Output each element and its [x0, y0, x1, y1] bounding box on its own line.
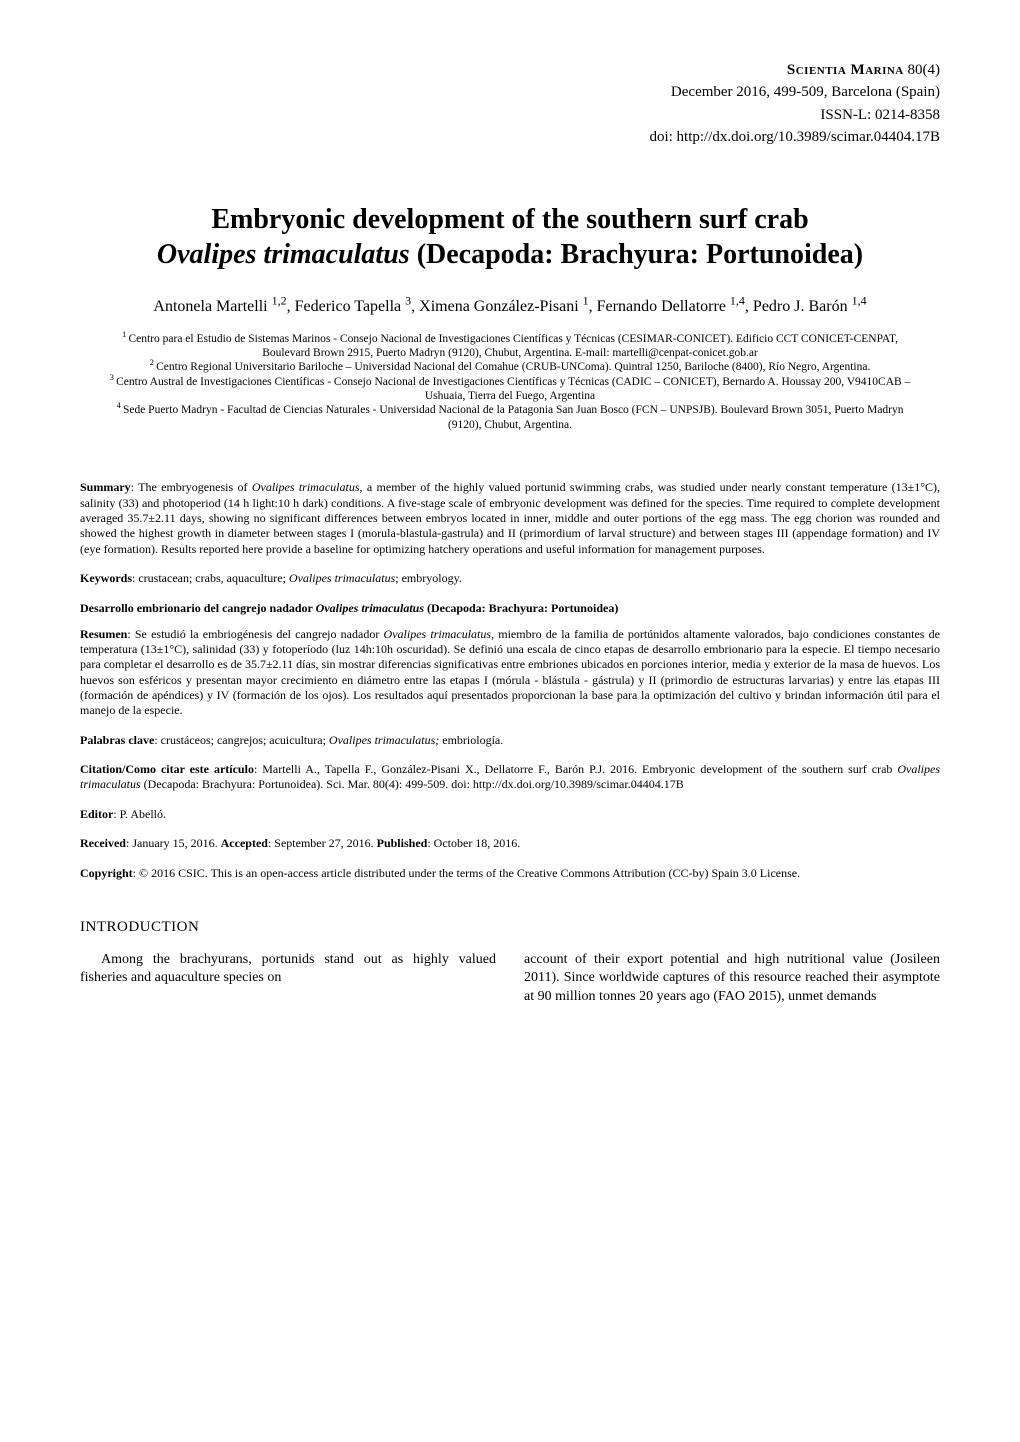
published-label: Published: [377, 836, 428, 850]
title-es: Desarrollo embrionario del cangrejo nada…: [80, 600, 940, 616]
intro-col-right: account of their export potential and hi…: [524, 951, 940, 1006]
copyright-section: Copyright: © 2016 CSIC. This is an open-…: [80, 866, 940, 881]
title-species: Ovalipes trimaculatus: [157, 239, 410, 270]
pub-line: December 2016, 499-509, Barcelona (Spain…: [80, 82, 940, 102]
introduction-heading: INTRODUCTION: [80, 917, 940, 937]
keywords-label: Keywords: [80, 571, 132, 585]
keywords-section: Keywords: crustacean; crabs, aquaculture…: [80, 571, 940, 586]
resumen-label: Resumen: [80, 627, 127, 641]
intro-col-left: Among the brachyurans, portunids stand o…: [80, 951, 496, 1006]
affiliation-2: 2 Centro Regional Universitario Bariloch…: [100, 360, 920, 374]
summary-label: Summary: [80, 480, 131, 494]
palabras-section: Palabras clave: crustáceos; cangrejos; a…: [80, 733, 940, 748]
affiliation-4: 4 Sede Puerto Madryn - Facultad de Cienc…: [100, 403, 920, 432]
doi-line: doi: http://dx.doi.org/10.3989/scimar.04…: [80, 127, 940, 147]
editor-text: : P. Abelló.: [113, 807, 166, 821]
affiliation-1: 1 Centro para el Estudio de Sistemas Mar…: [100, 332, 920, 361]
copyright-text: : © 2016 CSIC. This is an open-access ar…: [133, 866, 800, 880]
issn-line: ISSN-L: 0214-8358: [80, 105, 940, 125]
citation-section: Citation/Como citar este artículo: Marte…: [80, 762, 940, 793]
editor-section: Editor: P. Abelló.: [80, 807, 940, 822]
published-text: : October 18, 2016.: [427, 836, 520, 850]
title-line1: Embryonic development of the southern su…: [211, 204, 808, 235]
accepted-text: : September 27, 2016.: [268, 836, 377, 850]
journal-name-line: Scientia Marina 80(4): [80, 60, 940, 80]
introduction-columns: Among the brachyurans, portunids stand o…: [80, 951, 940, 1006]
editor-label: Editor: [80, 807, 113, 821]
journal-header: Scientia Marina 80(4) December 2016, 499…: [80, 60, 940, 147]
resumen-text: : Se estudió la embriogénesis del cangre…: [80, 627, 940, 718]
volume-issue: 80(4): [908, 62, 941, 78]
summary-section: Summary: The embryogenesis of Ovalipes t…: [80, 480, 940, 557]
received-text: : January 15, 2016.: [126, 836, 221, 850]
accepted-label: Accepted: [221, 836, 268, 850]
copyright-label: Copyright: [80, 866, 133, 880]
resumen-section: Resumen: Se estudió la embriogénesis del…: [80, 627, 940, 719]
palabras-label: Palabras clave: [80, 733, 154, 747]
intro-col1-text: Among the brachyurans, portunids stand o…: [80, 951, 496, 987]
title-line2-rest: (Decapoda: Brachyura: Portunoidea): [410, 239, 863, 270]
summary-text: : The embryogenesis of Ovalipes trimacul…: [80, 480, 940, 555]
article-title: Embryonic development of the southern su…: [120, 202, 900, 272]
journal-name: Scientia Marina: [787, 62, 904, 78]
keywords-text: : crustacean; crabs, aquaculture; Ovalip…: [132, 571, 462, 585]
intro-col2-text: account of their export potential and hi…: [524, 951, 940, 1006]
palabras-text: : crustáceos; cangrejos; acuicultura; Ov…: [154, 733, 503, 747]
citation-label: Citation/Como citar este artículo: [80, 762, 254, 776]
authors: Antonela Martelli 1,2, Federico Tapella …: [110, 296, 910, 318]
received-label: Received: [80, 836, 126, 850]
dates-section: Received: January 15, 2016. Accepted: Se…: [80, 836, 940, 851]
affiliations: 1 Centro para el Estudio de Sistemas Mar…: [100, 332, 920, 433]
affiliation-3: 3 Centro Austral de Investigaciones Cien…: [100, 375, 920, 404]
